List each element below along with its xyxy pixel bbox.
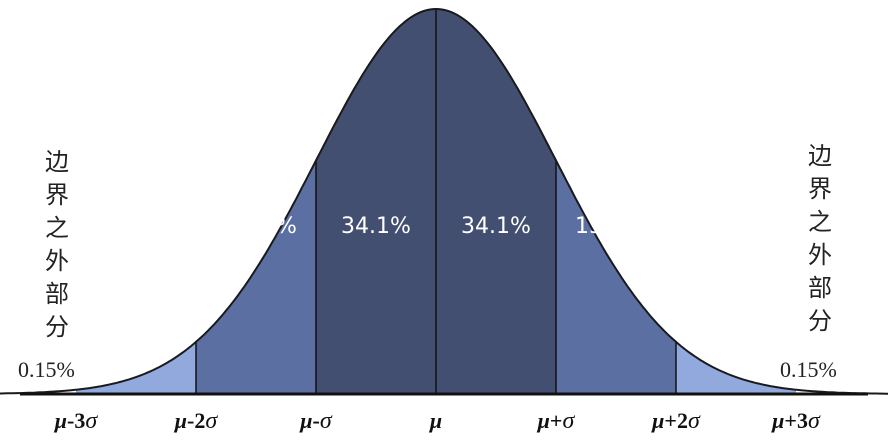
right-outside-char: 边	[808, 142, 832, 170]
x-tick-label: μ+σ	[537, 408, 576, 434]
left-outside-label: 边 界 之 外 部 分	[37, 146, 77, 344]
region-3	[316, 9, 436, 394]
region-percent-label: 13.6%	[227, 214, 297, 239]
region-percent-label: 34.1%	[341, 214, 411, 239]
right-outside-char: 外	[808, 241, 832, 269]
left-outside-char: 之	[45, 214, 69, 242]
left-outside-char: 边	[45, 148, 69, 176]
region-percent-label: 34.1%	[461, 214, 531, 239]
left-outside-char: 外	[45, 247, 69, 275]
right-outside-char: 之	[808, 208, 832, 236]
region-percent-label: 13.6%	[575, 214, 645, 239]
left-outside-char: 部	[45, 280, 69, 308]
x-tick-label: μ-3σ	[54, 408, 99, 434]
right-outside-char: 分	[808, 307, 832, 335]
region-percent-label: 2.1%	[703, 322, 756, 346]
x-tick-label: μ+3σ	[771, 408, 821, 434]
distribution-curve	[0, 7, 888, 395]
left-tail-percent: 0.15%	[18, 357, 75, 382]
right-outside-label: 边 界 之 外 部 分	[800, 140, 840, 338]
right-outside-char: 界	[808, 175, 832, 203]
region-1	[76, 341, 196, 394]
right-tail-percent: 0.15%	[780, 357, 837, 382]
x-tick-label: μ-2σ	[174, 408, 219, 434]
x-tick-label: μ-σ	[299, 408, 333, 434]
right-outside-char: 部	[808, 274, 832, 302]
left-outside-char: 分	[45, 313, 69, 341]
region-4	[436, 9, 556, 394]
left-outside-char: 界	[45, 181, 69, 209]
region-6	[676, 341, 796, 394]
x-tick-label: μ	[429, 408, 442, 433]
x-tick-label: μ+2σ	[651, 408, 701, 434]
region-percent-label: 2.1%	[115, 322, 168, 346]
